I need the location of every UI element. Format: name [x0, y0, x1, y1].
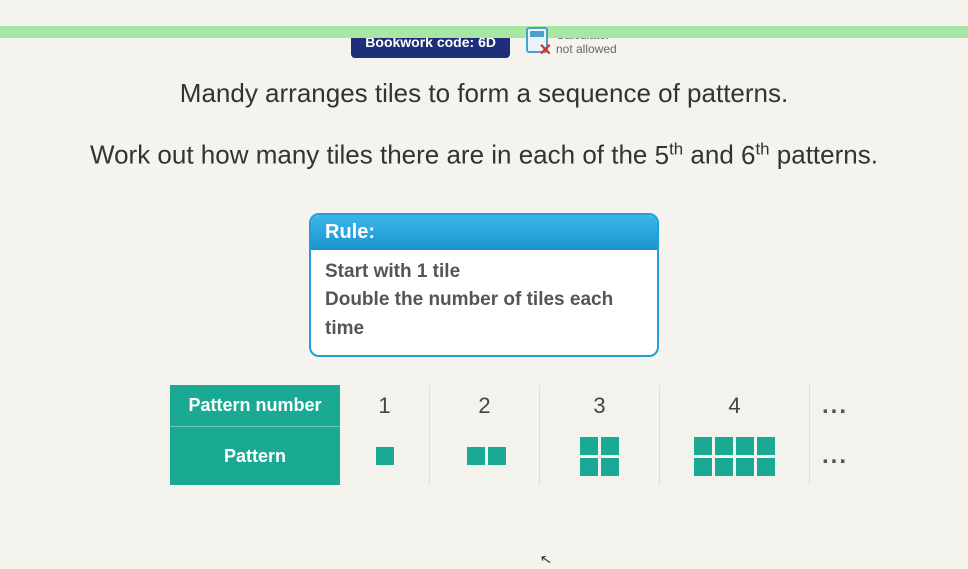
- rule-title: Rule:: [311, 215, 657, 250]
- tile-grid-3: [580, 437, 619, 476]
- tile: [715, 458, 733, 476]
- q2-post: patterns.: [770, 140, 878, 170]
- number-ellipsis: ...: [810, 385, 860, 427]
- calculator-icon: ✕: [524, 27, 550, 57]
- rule-line-2: Double the number of tiles each time: [325, 286, 643, 343]
- q2-mid: and: [683, 140, 741, 170]
- table-cells: 1 2 3 4 ...: [340, 385, 860, 485]
- tile: [601, 458, 619, 476]
- ord2-num: 6: [741, 140, 755, 170]
- calculator-line2: not allowed: [556, 42, 617, 56]
- tile: [601, 437, 619, 455]
- pattern-tiles-4: [660, 427, 810, 485]
- rule-box: Rule: Start with 1 tile Double the numbe…: [309, 213, 659, 358]
- row-label-pattern-number: Pattern number: [170, 385, 340, 427]
- tile: [467, 447, 485, 465]
- pattern-number-2: 2: [430, 385, 540, 427]
- number-row: 1 2 3 4 ...: [340, 385, 860, 427]
- pattern-row: ...: [340, 427, 860, 485]
- tile: [736, 458, 754, 476]
- pattern-number-4: 4: [660, 385, 810, 427]
- top-accent-bar: [0, 26, 968, 38]
- row-labels: Pattern number Pattern: [170, 385, 340, 485]
- ordinal-5th: 5th: [655, 140, 684, 170]
- tile: [694, 458, 712, 476]
- tile: [715, 437, 733, 455]
- pattern-tiles-3: [540, 427, 660, 485]
- tile: [736, 437, 754, 455]
- pattern-tiles-1: [340, 427, 430, 485]
- rule-line-1: Start with 1 tile: [325, 258, 643, 287]
- tile-grid-4: [694, 437, 775, 476]
- tile: [580, 458, 598, 476]
- tile: [757, 437, 775, 455]
- tile: [694, 437, 712, 455]
- ord1-suffix: th: [669, 139, 683, 158]
- pattern-table: Pattern number Pattern 1 2 3 4 ...: [170, 385, 968, 485]
- pattern-ellipsis: ...: [810, 427, 860, 485]
- tile: [757, 458, 775, 476]
- ord2-suffix: th: [755, 139, 769, 158]
- ord1-num: 5: [655, 140, 669, 170]
- question-line-1: Mandy arranges tiles to form a sequence …: [0, 78, 968, 109]
- tile: [376, 447, 394, 465]
- pattern-number-1: 1: [340, 385, 430, 427]
- tile: [488, 447, 506, 465]
- rule-body: Start with 1 tile Double the number of t…: [311, 250, 657, 356]
- ordinal-6th: 6th: [741, 140, 770, 170]
- pattern-tiles-2: [430, 427, 540, 485]
- row-label-pattern: Pattern: [170, 427, 340, 485]
- tile: [580, 437, 598, 455]
- pattern-number-3: 3: [540, 385, 660, 427]
- question-line-2: Work out how many tiles there are in eac…: [0, 139, 968, 171]
- tile-grid-2: [465, 445, 504, 467]
- q2-pre: Work out how many tiles there are in eac…: [90, 140, 655, 170]
- cursor-icon: ↖: [539, 550, 554, 569]
